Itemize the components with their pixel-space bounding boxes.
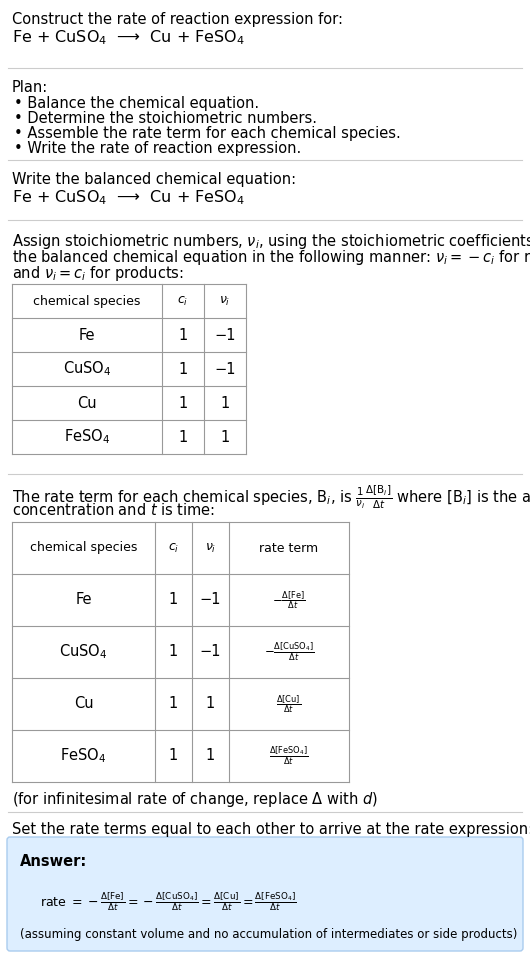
Text: −1: −1 [214,328,236,343]
Text: −1: −1 [214,361,236,377]
Text: the balanced chemical equation in the following manner: $\nu_i = -c_i$ for react: the balanced chemical equation in the fo… [12,248,530,267]
Text: $\nu_i$: $\nu_i$ [205,542,216,554]
Text: concentration and $t$ is time:: concentration and $t$ is time: [12,502,215,518]
Text: $c_i$: $c_i$ [168,542,179,554]
Text: Fe + CuSO$_4$  ⟶  Cu + FeSO$_4$: Fe + CuSO$_4$ ⟶ Cu + FeSO$_4$ [12,28,245,47]
Text: • Determine the stoichiometric numbers.: • Determine the stoichiometric numbers. [14,111,317,126]
Text: Cu: Cu [77,395,97,411]
Text: 1: 1 [169,592,178,607]
Text: Assign stoichiometric numbers, $\nu_i$, using the stoichiometric coefficients, $: Assign stoichiometric numbers, $\nu_i$, … [12,232,530,251]
Text: chemical species: chemical species [33,295,140,307]
Text: and $\nu_i = c_i$ for products:: and $\nu_i = c_i$ for products: [12,264,184,283]
Text: CuSO$_4$: CuSO$_4$ [59,642,108,662]
Text: $-\frac{\Delta[\mathrm{Fe}]}{\Delta t}$: $-\frac{\Delta[\mathrm{Fe}]}{\Delta t}$ [272,590,306,611]
Text: 1: 1 [169,644,178,660]
Text: 1: 1 [220,395,229,411]
Text: Answer:: Answer: [20,854,87,869]
Text: Set the rate terms equal to each other to arrive at the rate expression:: Set the rate terms equal to each other t… [12,822,530,837]
Text: (for infinitesimal rate of change, replace Δ with $d$): (for infinitesimal rate of change, repla… [12,790,378,809]
Text: 1: 1 [220,429,229,444]
Text: $-\frac{\Delta[\mathrm{CuSO_4}]}{\Delta t}$: $-\frac{\Delta[\mathrm{CuSO_4}]}{\Delta … [264,641,314,664]
Text: Fe + CuSO$_4$  ⟶  Cu + FeSO$_4$: Fe + CuSO$_4$ ⟶ Cu + FeSO$_4$ [12,188,245,207]
Text: 1: 1 [169,749,178,763]
Text: $c_i$: $c_i$ [178,295,189,307]
Text: Cu: Cu [74,697,93,712]
Text: The rate term for each chemical species, B$_i$, is $\frac{1}{\nu_i}\frac{\Delta[: The rate term for each chemical species,… [12,484,530,511]
Text: 1: 1 [179,361,188,377]
Text: −1: −1 [200,644,221,660]
Text: • Write the rate of reaction expression.: • Write the rate of reaction expression. [14,141,301,156]
Text: 1: 1 [206,697,215,712]
Text: FeSO$_4$: FeSO$_4$ [64,427,110,446]
Text: 1: 1 [206,749,215,763]
Text: Fe: Fe [75,592,92,607]
Text: FeSO$_4$: FeSO$_4$ [60,747,107,765]
Text: 1: 1 [179,395,188,411]
Text: $\nu_i$: $\nu_i$ [219,295,231,307]
Text: chemical species: chemical species [30,542,137,554]
Text: rate term: rate term [260,542,319,554]
Text: 1: 1 [179,429,188,444]
Text: Plan:: Plan: [12,80,48,95]
Text: $\frac{\Delta[\mathrm{FeSO_4}]}{\Delta t}$: $\frac{\Delta[\mathrm{FeSO_4}]}{\Delta t… [269,745,309,767]
FancyBboxPatch shape [7,837,523,951]
Text: Construct the rate of reaction expression for:: Construct the rate of reaction expressio… [12,12,343,27]
Text: rate $= -\frac{\Delta[\mathrm{Fe}]}{\Delta t} = -\frac{\Delta[\mathrm{CuSO_4}]}{: rate $= -\frac{\Delta[\mathrm{Fe}]}{\Del… [40,890,297,913]
Text: 1: 1 [179,328,188,343]
Text: Write the balanced chemical equation:: Write the balanced chemical equation: [12,172,296,187]
Text: $\frac{\Delta[\mathrm{Cu}]}{\Delta t}$: $\frac{\Delta[\mathrm{Cu}]}{\Delta t}$ [277,693,302,714]
Text: 1: 1 [169,697,178,712]
Text: • Balance the chemical equation.: • Balance the chemical equation. [14,96,259,111]
Text: • Assemble the rate term for each chemical species.: • Assemble the rate term for each chemic… [14,126,401,141]
Text: Fe: Fe [79,328,95,343]
Text: (assuming constant volume and no accumulation of intermediates or side products): (assuming constant volume and no accumul… [20,928,517,941]
Text: CuSO$_4$: CuSO$_4$ [63,359,111,379]
Text: −1: −1 [200,592,221,607]
